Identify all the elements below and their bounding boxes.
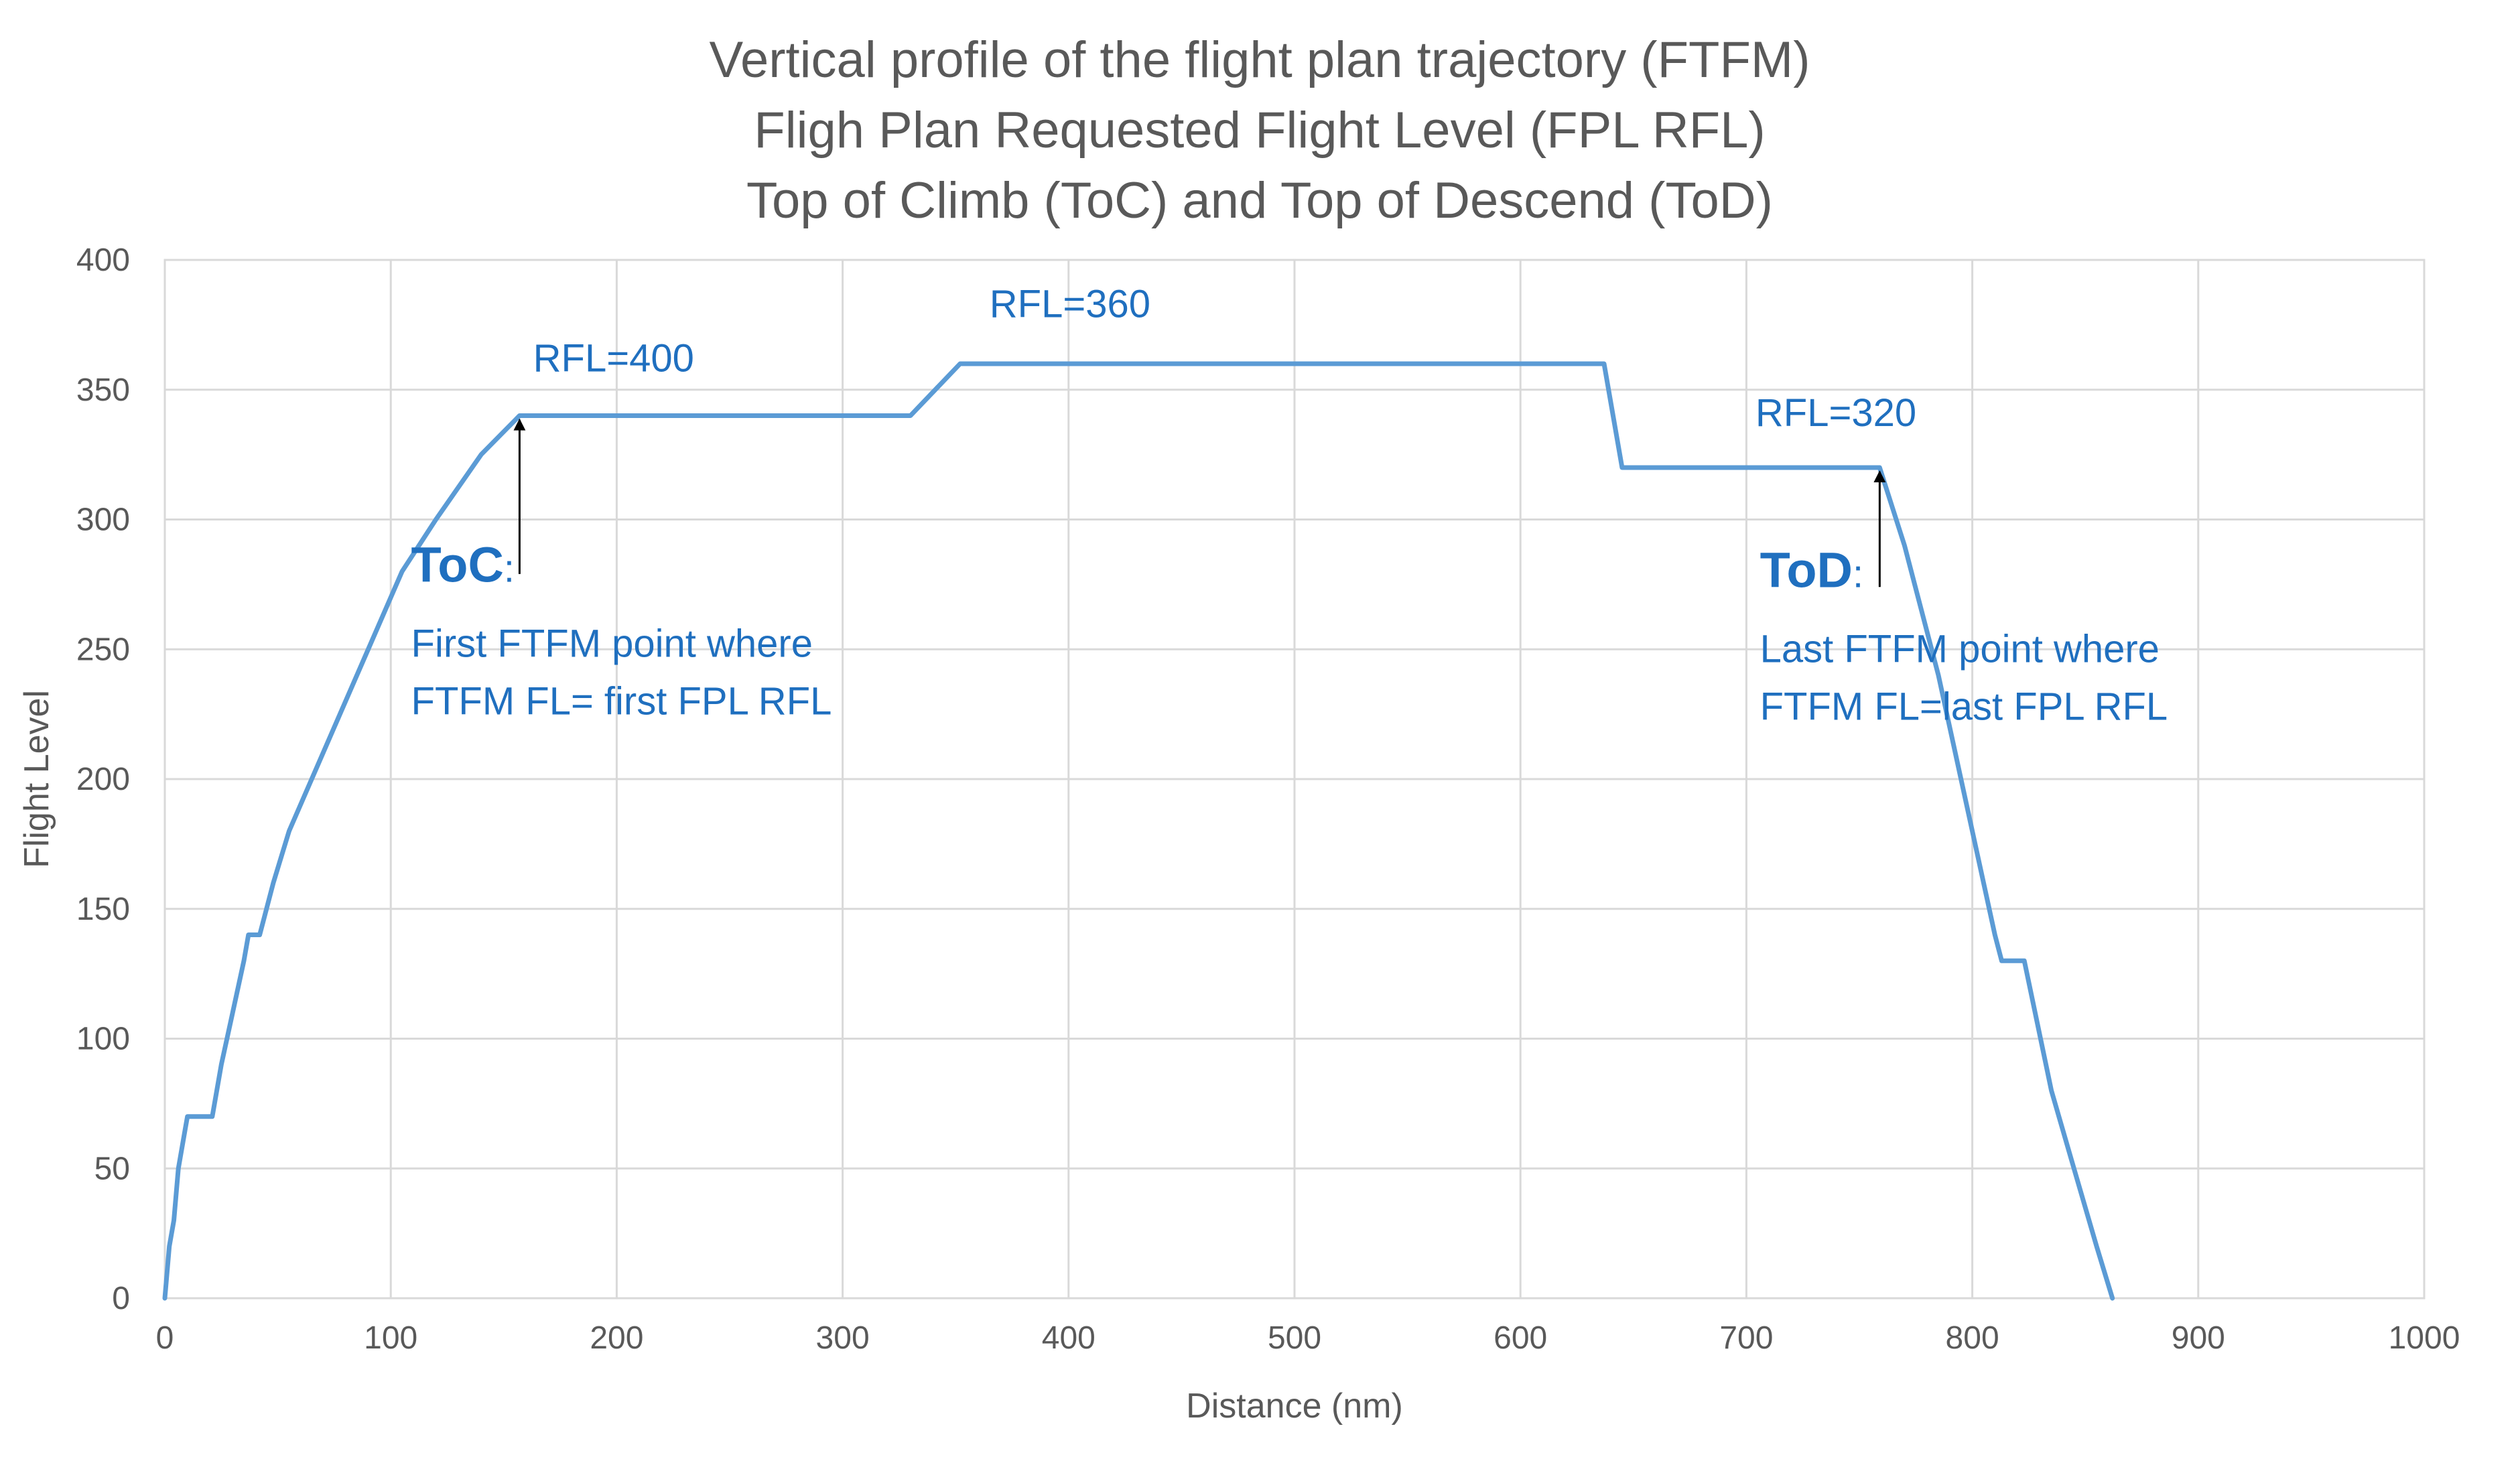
y-tick-label: 350 <box>76 372 130 408</box>
annotation-toc-heading-suffix: : <box>504 547 515 591</box>
y-tick-label: 100 <box>76 1022 130 1057</box>
x-tick-label: 700 <box>1719 1320 1773 1356</box>
x-tick-label: 500 <box>1268 1320 1321 1356</box>
annotation-tod-line: Last FTFM point where <box>1760 627 2160 671</box>
y-tick-label: 300 <box>76 502 130 538</box>
annotation-toc-line: First FTFM point where <box>411 622 813 666</box>
y-tick-label: 400 <box>76 242 130 278</box>
x-axis-title: Distance (nm) <box>1186 1387 1403 1426</box>
annotation-toc-heading: ToC: <box>411 537 515 593</box>
x-tick-label: 100 <box>364 1320 417 1356</box>
chart-title-line: Top of Climb (ToC) and Top of Descend (T… <box>746 172 1773 229</box>
y-tick-label: 50 <box>94 1151 130 1186</box>
chart-title-line: Fligh Plan Requested Flight Level (FPL R… <box>754 102 1765 159</box>
annotation-rfl400: RFL=400 <box>533 337 694 380</box>
x-tick-label: 900 <box>2172 1320 2225 1356</box>
y-tick-label: 150 <box>76 892 130 927</box>
annotation-rfl320: RFL=320 <box>1755 391 1916 435</box>
annotation-tod-heading-suffix: : <box>1853 552 1863 596</box>
annotation-tod-heading: ToD: <box>1760 542 1863 598</box>
annotation-tod-heading-bold: ToD <box>1760 542 1853 598</box>
y-tick-label: 200 <box>76 762 130 797</box>
y-tick-label: 0 <box>112 1281 130 1316</box>
x-tick-label: 1000 <box>2389 1320 2460 1356</box>
annotation-toc-line: FTFM FL= first FPL RFL <box>411 680 832 723</box>
x-tick-label: 0 <box>156 1320 174 1356</box>
x-tick-label: 600 <box>1494 1320 1547 1356</box>
series-line-flight-profile <box>162 361 2115 1301</box>
chart-title-line: Vertical profile of the flight plan traj… <box>709 31 1810 88</box>
annotation-tod-line: FTFM FL=last FPL RFL <box>1760 685 2168 728</box>
x-tick-label: 200 <box>590 1320 643 1356</box>
x-tick-label: 400 <box>1042 1320 1096 1356</box>
annotation-toc-heading-bold: ToC <box>411 537 504 593</box>
y-axis-title: Flight Level <box>17 690 56 868</box>
x-tick-label: 800 <box>1946 1320 1999 1356</box>
annotation-rfl360: RFL=360 <box>990 282 1150 326</box>
y-tick-label: 250 <box>76 632 130 667</box>
x-tick-label: 300 <box>816 1320 870 1356</box>
